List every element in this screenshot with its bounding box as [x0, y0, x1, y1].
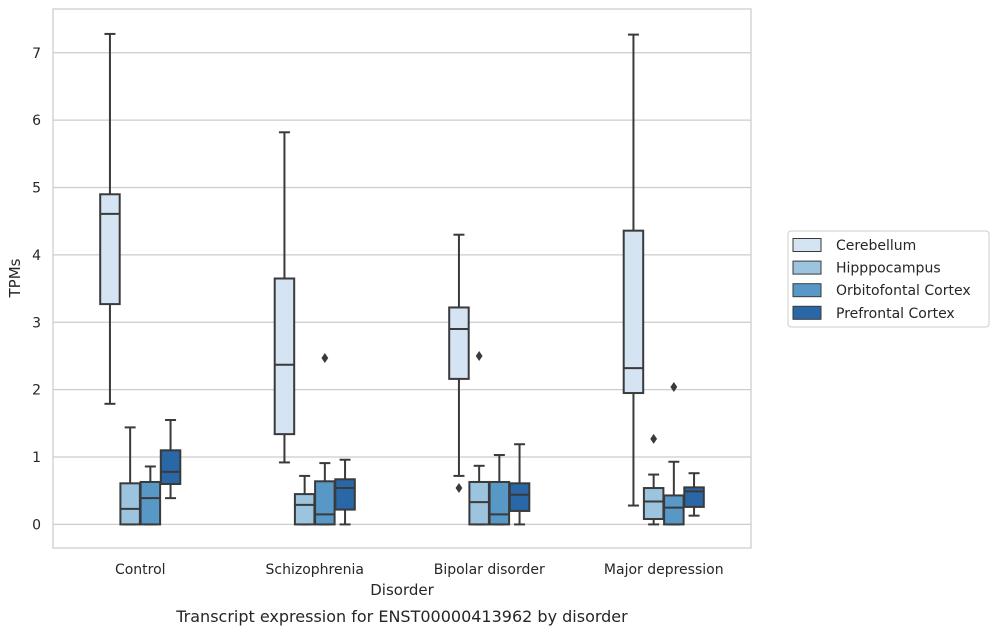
box-group [468, 350, 490, 526]
y-tick-label: 2 [32, 383, 41, 399]
x-tick-label: Control [115, 562, 166, 578]
box [139, 480, 162, 526]
box-group [334, 458, 356, 526]
x-tick-label: Schizophrenia [266, 562, 364, 578]
y-tick-label: 3 [32, 315, 41, 331]
box-group [159, 418, 182, 500]
box [488, 480, 511, 526]
box [642, 487, 665, 521]
box [273, 277, 296, 436]
outlier-marker [455, 483, 463, 494]
legend-items: Cerebellum Hipppocampus Orbitofontal Corte… [792, 238, 971, 322]
y-tick-label: 1 [32, 450, 41, 466]
y-tick-labels: 0 1 2 3 4 5 6 7 [32, 46, 41, 534]
box [159, 449, 182, 485]
x-axis-title: Disorder [370, 581, 434, 599]
box-group [139, 465, 162, 526]
box [508, 482, 531, 512]
y-tick-label: 5 [32, 181, 41, 197]
box [119, 482, 141, 526]
legend-label: Prefrontal Cortex [836, 306, 955, 322]
box-group [314, 353, 336, 526]
box-group [508, 443, 531, 526]
legend-swatch [792, 305, 822, 320]
box [683, 486, 705, 508]
box-group [642, 433, 665, 526]
y-tick-label: 7 [32, 46, 41, 62]
series-cerebellum [99, 32, 645, 507]
x-tick-label: Bipolar disorder [434, 562, 545, 578]
legend-label: Orbitofontal Cortex [836, 283, 971, 299]
box [663, 494, 685, 526]
box-group [622, 33, 645, 507]
legend-swatch [792, 260, 822, 275]
box [622, 229, 645, 395]
box [99, 193, 121, 306]
legend-swatch [792, 283, 822, 298]
y-tick-label: 6 [32, 113, 41, 129]
plot-area [52, 8, 752, 549]
box [468, 480, 490, 526]
y-axis-title: TPMs [6, 258, 24, 298]
box-group [683, 472, 705, 517]
box [334, 478, 356, 511]
box [314, 480, 336, 526]
box-groups [99, 32, 705, 526]
box-group [99, 32, 121, 405]
legend-swatch [792, 238, 822, 252]
box-group [663, 381, 685, 526]
x-tick-label: Major depression [604, 562, 724, 578]
outlier-marker [321, 353, 329, 364]
outlier-marker [670, 381, 678, 392]
legend-label: Cerebellum [836, 238, 916, 254]
box-group [273, 131, 296, 464]
legend: Cerebellum Hipppocampus Orbitofontal Corte… [787, 230, 990, 328]
outlier-marker [475, 350, 483, 361]
y-tick-label: 0 [32, 517, 41, 533]
box [448, 306, 470, 380]
box-group [448, 233, 470, 494]
x-tick-labels: Control Schizophrenia Bipolar disorder Majo… [115, 562, 724, 578]
y-tick-label: 4 [32, 248, 41, 264]
series-prefrontal-cortex [159, 418, 705, 526]
outlier-marker [650, 433, 658, 444]
legend-frame [787, 230, 990, 328]
legend-label: Hipppocampus [836, 261, 941, 277]
box [293, 493, 316, 526]
chart-caption: Transcript expression for ENST0000041396… [175, 607, 628, 626]
